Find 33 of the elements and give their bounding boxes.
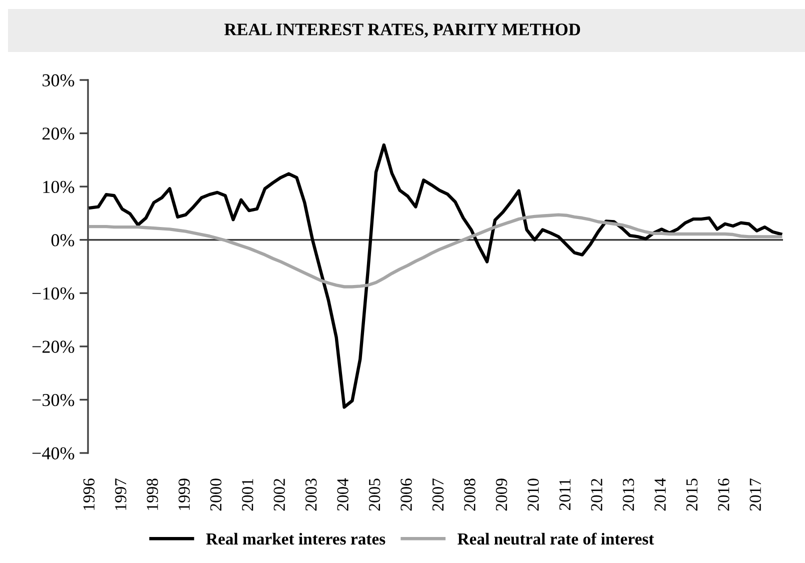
y-tick-label: 30%	[42, 74, 74, 86]
x-tick-label: 2002	[274, 478, 285, 511]
x-tick-label: 2011	[559, 479, 571, 510]
x-tick-label: 2016	[718, 478, 730, 511]
x-tick-label: 1996	[83, 478, 95, 510]
x-tick-label: 1998	[146, 478, 158, 510]
x-tick-label: 2009	[496, 478, 508, 511]
legend-label: Real neutral rate of interest	[458, 532, 654, 545]
x-tick-label: 2007	[432, 478, 444, 511]
y-tick-label: −30%	[32, 394, 74, 406]
y-tick-label: −40%	[32, 447, 74, 460]
y-tick-label: 10%	[43, 180, 74, 194]
y-tick-label: −10%	[32, 287, 74, 300]
chart-title: REAL INTEREST RATES, PARITY METHOD	[224, 24, 580, 38]
x-tick-label: 2001	[242, 479, 254, 511]
x-tick-label: 2012	[591, 478, 602, 511]
x-tick-label: 2000	[210, 478, 222, 511]
y-tick-label: 20%	[42, 128, 74, 140]
x-tick-label: 2015	[686, 478, 698, 511]
x-tick-label: 2005	[368, 478, 380, 511]
x-tick-label: 2003	[305, 478, 317, 511]
x-tick-label: 1997	[115, 478, 126, 510]
x-tick-label: 2013	[622, 478, 634, 511]
legend-label: Real market interes rates	[206, 532, 386, 545]
y-tick-label: −20%	[32, 340, 74, 353]
x-tick-label: 2008	[464, 478, 476, 511]
x-tick-label: 2014	[654, 478, 666, 511]
x-tick-label: 2006	[400, 478, 412, 511]
x-tick-label: 2017	[750, 478, 761, 511]
x-tick-label: 1999	[178, 478, 190, 510]
x-tick-label: 2010	[528, 478, 539, 511]
y-tick-label: 0%	[51, 234, 74, 246]
x-tick-label: 2004	[337, 478, 348, 511]
